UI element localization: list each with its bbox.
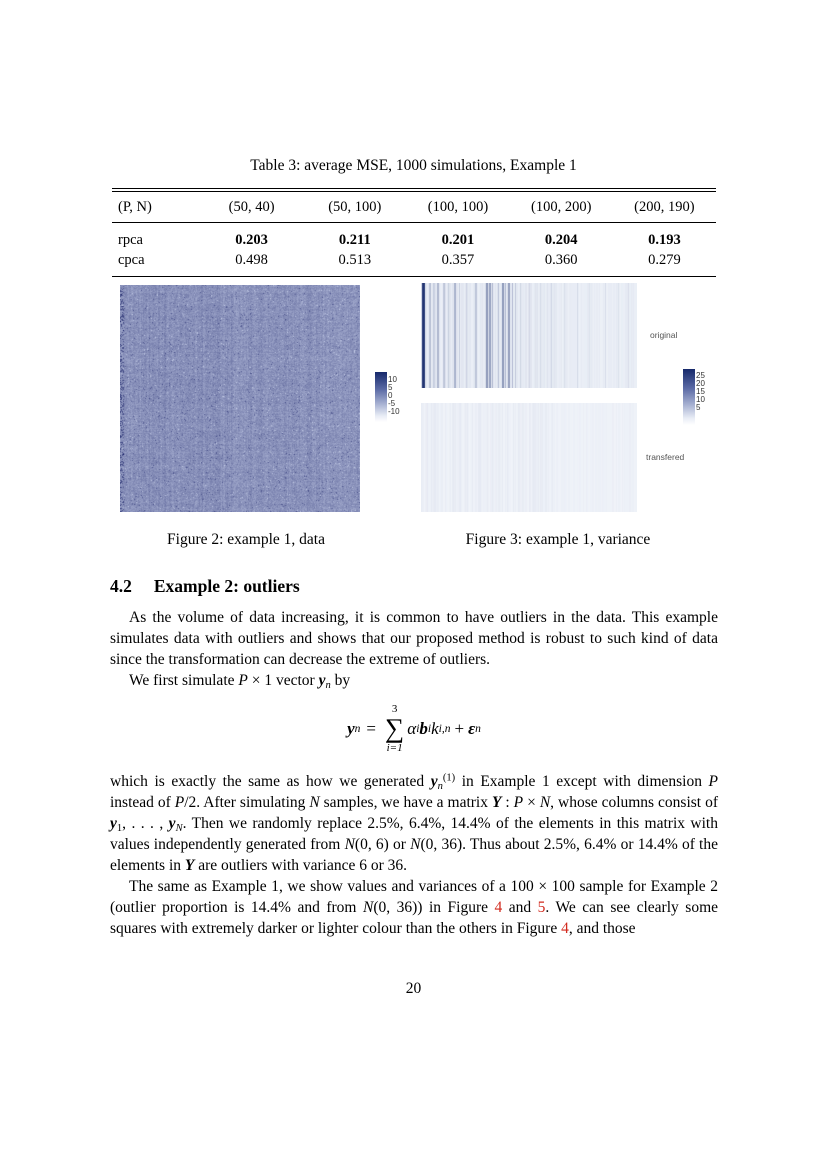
row-label: cpca <box>118 252 145 268</box>
section-heading: 4.2 Example 2: outliers <box>110 576 300 597</box>
table-top-rule-1 <box>112 188 716 189</box>
figure3-transfered-band <box>421 403 637 512</box>
colorbar-tick-label: 5 <box>388 383 393 392</box>
paragraph-2: We first simulate P × 1 vector yn by <box>129 672 351 692</box>
table-cell: 0.203 <box>235 232 268 248</box>
table-header-cell: (100, 100) <box>427 199 489 215</box>
table-row: rpca 0.203 0.211 0.201 0.204 0.193 <box>112 227 716 251</box>
table-cell: 0.193 <box>648 232 681 248</box>
body-text: As the volume of data increasing, it is … <box>110 607 718 939</box>
table-header-cell: (100, 200) <box>530 199 592 215</box>
table-header-cell: (50, 40) <box>228 199 275 215</box>
table-top-rule-2 <box>112 191 716 192</box>
sum-operator: 3 ∑ i=1 <box>385 703 405 754</box>
figure2-caption: Figure 2: example 1, data <box>167 531 325 548</box>
eq-plus: + <box>454 719 465 739</box>
table-body: rpca 0.203 0.211 0.201 0.204 0.193 cpca 0.498 0.… <box>112 223 716 276</box>
colorbar-tick-label: 10 <box>388 375 397 384</box>
eq-alpha: α <box>407 719 417 739</box>
table-cell: 0.211 <box>338 232 371 248</box>
table-cell: 0.201 <box>441 232 475 248</box>
table-bottom-rule <box>112 275 716 277</box>
figure3-label-transfered: transfered <box>646 452 685 462</box>
section-title: Example 2: outliers <box>153 576 300 596</box>
colorbar-tick-label: -10 <box>388 407 400 416</box>
colorbar-tick-label: 20 <box>696 379 705 388</box>
table-cell: 0.360 <box>544 252 578 268</box>
page-number: 20 <box>405 980 422 997</box>
figure3-colorbar-ticks: 25 20 15 10 5 <box>696 371 705 412</box>
figure2-colorbar-gradient <box>375 372 387 422</box>
table-header-row: (P, N) (50, 40) (50, 100) (100, 100) (100, 2… <box>112 192 716 222</box>
figure3-caption: Figure 3: example 1, variance <box>465 531 651 548</box>
figure3-label-original: original <box>650 330 678 340</box>
figure3-colorbar: 25 20 15 10 5 <box>683 369 705 425</box>
table-cell: 0.498 <box>235 252 268 268</box>
table-cell: 0.279 <box>648 252 681 268</box>
eq-lhs: y <box>347 719 355 739</box>
sigma-symbol: ∑ <box>385 713 405 743</box>
table-cell: 0.357 <box>441 252 475 268</box>
colorbar-tick-label: -5 <box>388 399 396 408</box>
table-header-cell: (50, 100) <box>328 199 382 215</box>
eq-equals: = <box>366 719 376 739</box>
mse-table: (P, N) (50, 40) (50, 100) (100, 100) (100, 2… <box>112 188 716 277</box>
figure2-colorbar: 10 5 0 -5 -10 <box>375 372 400 422</box>
eq-b: b <box>419 719 428 739</box>
figure-ref-link[interactable]: 4 <box>561 919 569 937</box>
paragraph-4: The same as Example 1, we show values an… <box>110 877 719 937</box>
section-number: 4.2 <box>110 576 132 596</box>
figure3-colorbar-gradient <box>683 369 695 425</box>
colorbar-tick-label: 15 <box>696 387 705 396</box>
figure-ref-link[interactable]: 5 <box>537 898 546 916</box>
table-row: cpca 0.498 0.513 0.357 0.360 0.279 <box>112 251 716 271</box>
colorbar-tick-label: 10 <box>696 395 705 404</box>
colorbar-tick-label: 25 <box>696 371 705 380</box>
table-cell: 0.513 <box>338 252 372 268</box>
table-caption: Table 3: average MSE, 1000 simulations, … <box>250 157 577 174</box>
table-cell: 0.204 <box>544 232 578 248</box>
figure-ref-link[interactable]: 4 <box>494 898 503 916</box>
eq-eps: ε <box>468 719 476 739</box>
paragraph-3: which is exactly the same as how we gene… <box>110 772 718 874</box>
row-label: rpca <box>118 232 143 248</box>
table-header-cell: (200, 190) <box>634 199 695 215</box>
colorbar-tick-label: 5 <box>696 403 701 412</box>
eq-k: k <box>431 719 439 739</box>
table-header-cell: (P, N) <box>118 199 152 215</box>
paragraph-1: As the volume of data increasing, it is … <box>110 609 718 668</box>
colorbar-tick-label: 0 <box>388 391 393 400</box>
figure2-heatmap <box>120 285 360 512</box>
table-mid-rule <box>112 222 716 223</box>
figure2-colorbar-ticks: 10 5 0 -5 -10 <box>388 375 400 416</box>
figure3-original-band <box>421 283 637 388</box>
